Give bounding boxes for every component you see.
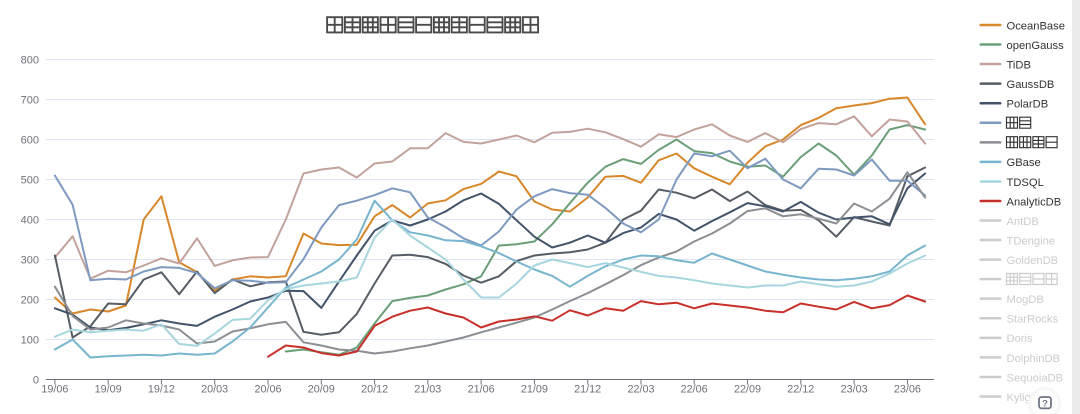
svg-text:600: 600	[21, 135, 39, 147]
svg-text:23/03: 23/03	[841, 384, 868, 396]
svg-text:Doris: Doris	[1007, 333, 1034, 345]
svg-text:MogDB: MogDB	[1007, 294, 1044, 306]
svg-text:20/03: 20/03	[201, 384, 228, 396]
svg-text:21/09: 21/09	[521, 384, 548, 396]
svg-text:800: 800	[21, 55, 39, 67]
svg-text:19/06: 19/06	[41, 384, 68, 396]
svg-text:100: 100	[21, 335, 39, 347]
svg-text:700: 700	[21, 95, 39, 107]
svg-text:StarRocks: StarRocks	[1007, 314, 1059, 326]
svg-text:20/12: 20/12	[361, 384, 388, 396]
svg-text:GoldenDB: GoldenDB	[1007, 255, 1059, 267]
svg-text:22/09: 22/09	[734, 384, 761, 396]
svg-text:22/12: 22/12	[787, 384, 814, 396]
svg-text:0: 0	[33, 375, 39, 387]
svg-text:GBase: GBase	[1007, 157, 1041, 169]
svg-text:500: 500	[21, 175, 39, 187]
svg-text:22/06: 22/06	[681, 384, 708, 396]
svg-text:22/03: 22/03	[627, 384, 654, 396]
svg-text:PolarDB: PolarDB	[1007, 99, 1049, 111]
svg-text:20/09: 20/09	[308, 384, 335, 396]
svg-text:21/12: 21/12	[574, 384, 601, 396]
svg-text:23/06: 23/06	[894, 384, 921, 396]
svg-text:TDSQL: TDSQL	[1007, 177, 1044, 189]
svg-text:AnalyticDB: AnalyticDB	[1007, 196, 1062, 208]
svg-text:TiDB: TiDB	[1007, 60, 1031, 72]
svg-text:19/12: 19/12	[148, 384, 175, 396]
svg-text:21/06: 21/06	[468, 384, 495, 396]
svg-text:SequoiaDB: SequoiaDB	[1007, 372, 1064, 384]
svg-text:GaussDB: GaussDB	[1007, 79, 1055, 91]
svg-text:19/09: 19/09	[95, 384, 122, 396]
svg-text:200: 200	[21, 295, 39, 307]
svg-text:300: 300	[21, 255, 39, 267]
svg-text:400: 400	[21, 215, 39, 227]
svg-text:?: ?	[1042, 399, 1048, 410]
svg-text:TDengine: TDengine	[1007, 236, 1056, 248]
svg-text:20/06: 20/06	[254, 384, 281, 396]
svg-text:DolphinDB: DolphinDB	[1007, 353, 1060, 365]
svg-text:openGauss: openGauss	[1007, 40, 1065, 52]
svg-text:AntDB: AntDB	[1007, 216, 1039, 228]
svg-text:21/03: 21/03	[414, 384, 441, 396]
svg-text:OceanBase: OceanBase	[1007, 20, 1065, 32]
